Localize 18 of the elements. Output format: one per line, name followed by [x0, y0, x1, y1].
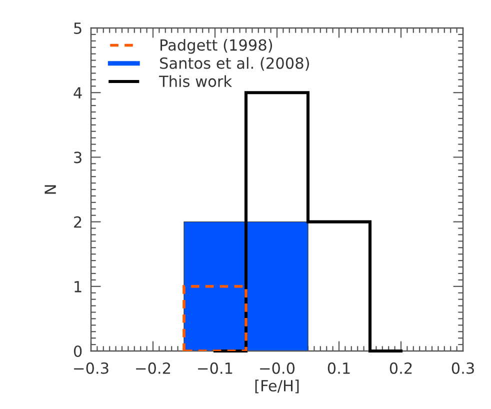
x-tick-label: −0.3 — [74, 362, 108, 374]
y-axis-title: N — [44, 185, 56, 194]
x-tick-label: −0.1 — [198, 362, 232, 374]
legend-label: This work — [158, 75, 232, 88]
y-tick-label: 0 — [74, 345, 82, 358]
legend-label: Santos et al. (2008) — [160, 57, 309, 71]
x-tick-label: −0.0 — [260, 362, 295, 374]
x-tick-label: 0.2 — [390, 362, 412, 374]
x-tick-label: −0.2 — [136, 362, 170, 374]
x-axis-title: [Fe/H] — [255, 380, 299, 394]
x-tick-label: 0.3 — [452, 362, 474, 374]
y-tick-label: 1 — [74, 281, 82, 292]
y-tick-label: 5 — [74, 22, 82, 34]
y-tick-label: 3 — [74, 152, 82, 164]
y-tick-label: 4 — [74, 87, 82, 98]
legend-label: Padgett (1998) — [160, 38, 272, 54]
x-tick-label: 0.1 — [328, 362, 350, 374]
y-tick-label: 2 — [74, 216, 82, 228]
